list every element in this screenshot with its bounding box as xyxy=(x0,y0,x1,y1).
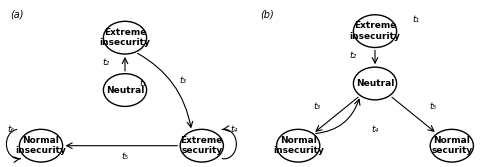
Text: Neutral: Neutral xyxy=(356,79,394,88)
Ellipse shape xyxy=(104,74,146,106)
Text: (a): (a) xyxy=(10,10,24,20)
Ellipse shape xyxy=(276,129,320,162)
Text: t₄: t₄ xyxy=(230,125,238,134)
Ellipse shape xyxy=(20,129,62,162)
Text: t₃: t₃ xyxy=(179,76,186,85)
Text: Extreme
security: Extreme security xyxy=(180,136,223,155)
Ellipse shape xyxy=(430,129,474,162)
Ellipse shape xyxy=(180,129,224,162)
Text: Normal
security: Normal security xyxy=(431,136,472,155)
Text: t₆: t₆ xyxy=(8,125,14,134)
Text: (b): (b) xyxy=(260,10,274,20)
Ellipse shape xyxy=(354,15,397,47)
Text: Neutral: Neutral xyxy=(106,86,144,95)
Text: t₂: t₂ xyxy=(102,58,110,67)
Text: t₅: t₅ xyxy=(122,152,128,161)
Text: t₂: t₂ xyxy=(350,51,357,60)
Text: Extreme
insecurity: Extreme insecurity xyxy=(100,28,150,47)
Text: Normal
insecurity: Normal insecurity xyxy=(273,136,324,155)
Text: t₁: t₁ xyxy=(412,15,420,24)
Text: Extreme
insecurity: Extreme insecurity xyxy=(350,21,401,41)
Text: t₁: t₁ xyxy=(140,79,146,88)
Ellipse shape xyxy=(104,21,146,54)
Text: t₄: t₄ xyxy=(372,125,378,134)
Ellipse shape xyxy=(354,67,397,100)
Text: t₃: t₃ xyxy=(314,102,321,111)
Text: Normal
insecurity: Normal insecurity xyxy=(16,136,66,155)
Text: t₅: t₅ xyxy=(429,102,436,111)
